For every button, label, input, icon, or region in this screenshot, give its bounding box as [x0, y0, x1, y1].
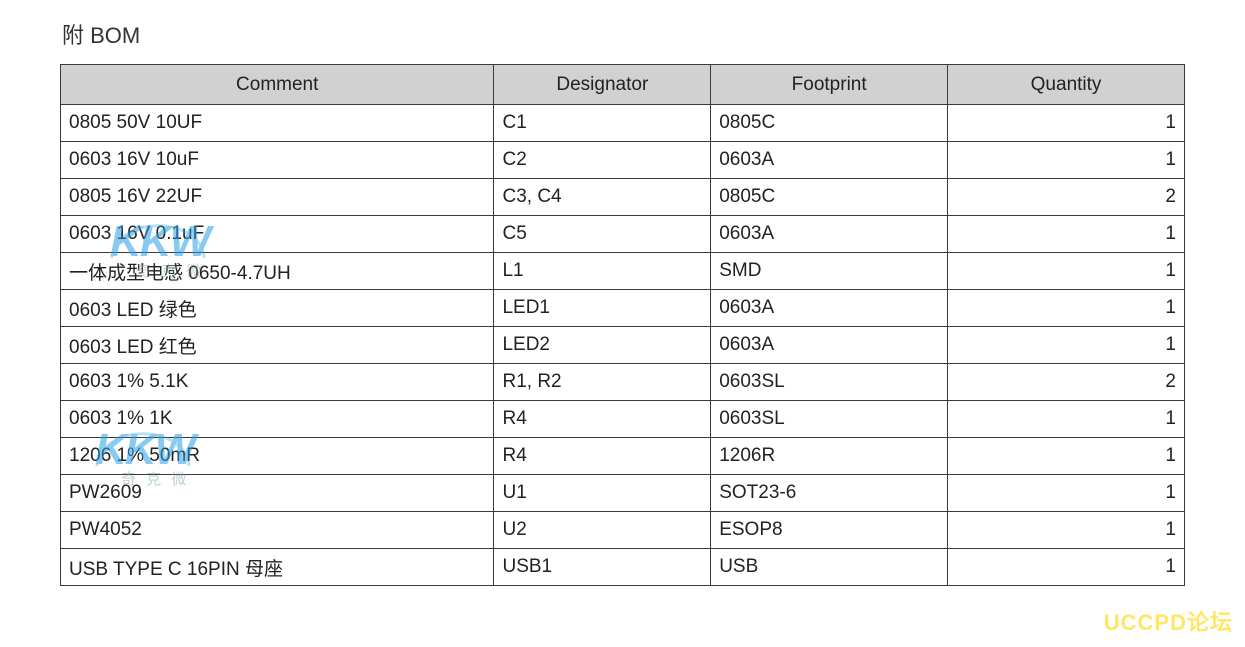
cell-footprint: 0603A	[711, 216, 948, 253]
table-row: 0805 16V 22UFC3, C40805C2	[61, 179, 1185, 216]
cell-designator: C2	[494, 142, 711, 179]
cell-quantity: 1	[948, 549, 1185, 586]
table-row: PW2609U1SOT23-61	[61, 475, 1185, 512]
table-row: 一体成型电感 0650-4.7UHL1SMD1	[61, 253, 1185, 290]
bom-table: Comment Designator Footprint Quantity 08…	[60, 64, 1185, 586]
cell-footprint: USB	[711, 549, 948, 586]
cell-comment: 0603 16V 10uF	[61, 142, 494, 179]
cell-quantity: 1	[948, 438, 1185, 475]
cell-comment: 0603 LED 红色	[61, 327, 494, 364]
cell-footprint: 0603A	[711, 142, 948, 179]
table-row: 0603 1% 5.1KR1, R20603SL2	[61, 364, 1185, 401]
cell-comment: 0603 1% 5.1K	[61, 364, 494, 401]
col-header-footprint: Footprint	[711, 65, 948, 105]
cell-comment: 0603 LED 绿色	[61, 290, 494, 327]
cell-designator: C3, C4	[494, 179, 711, 216]
cell-designator: C1	[494, 105, 711, 142]
cell-comment: 0603 1% 1K	[61, 401, 494, 438]
table-row: 0805 50V 10UFC10805C1	[61, 105, 1185, 142]
table-row: USB TYPE C 16PIN 母座USB1USB1	[61, 549, 1185, 586]
col-header-designator: Designator	[494, 65, 711, 105]
cell-comment: USB TYPE C 16PIN 母座	[61, 549, 494, 586]
cell-quantity: 1	[948, 512, 1185, 549]
cell-comment: 0603 16V 0.1uF	[61, 216, 494, 253]
cell-quantity: 1	[948, 290, 1185, 327]
cell-designator: R1, R2	[494, 364, 711, 401]
cell-designator: U2	[494, 512, 711, 549]
table-row: PW4052U2ESOP81	[61, 512, 1185, 549]
cell-quantity: 2	[948, 364, 1185, 401]
cell-designator: U1	[494, 475, 711, 512]
cell-comment: PW4052	[61, 512, 494, 549]
cell-footprint: SMD	[711, 253, 948, 290]
cell-footprint: SOT23-6	[711, 475, 948, 512]
cell-comment: 0805 50V 10UF	[61, 105, 494, 142]
cell-footprint: 0805C	[711, 179, 948, 216]
cell-quantity: 1	[948, 401, 1185, 438]
cell-designator: C5	[494, 216, 711, 253]
cell-quantity: 1	[948, 475, 1185, 512]
table-header-row: Comment Designator Footprint Quantity	[61, 65, 1185, 105]
cell-footprint: ESOP8	[711, 512, 948, 549]
col-header-quantity: Quantity	[948, 65, 1185, 105]
cell-designator: LED1	[494, 290, 711, 327]
table-row: 0603 16V 0.1uFC50603A1	[61, 216, 1185, 253]
cell-designator: L1	[494, 253, 711, 290]
cell-designator: LED2	[494, 327, 711, 364]
cell-comment: 0805 16V 22UF	[61, 179, 494, 216]
cell-quantity: 1	[948, 216, 1185, 253]
table-row: 0603 LED 绿色LED10603A1	[61, 290, 1185, 327]
cell-comment: PW2609	[61, 475, 494, 512]
cell-designator: USB1	[494, 549, 711, 586]
table-row: 0603 LED 红色LED20603A1	[61, 327, 1185, 364]
cell-designator: R4	[494, 438, 711, 475]
cell-comment: 1206 1% 50mR	[61, 438, 494, 475]
cell-footprint: 0603A	[711, 327, 948, 364]
cell-quantity: 1	[948, 142, 1185, 179]
cell-comment: 一体成型电感 0650-4.7UH	[61, 253, 494, 290]
cell-footprint: 0805C	[711, 105, 948, 142]
cell-quantity: 1	[948, 105, 1185, 142]
page-title: 附 BOM	[62, 18, 1185, 50]
cell-footprint: 0603A	[711, 290, 948, 327]
col-header-comment: Comment	[61, 65, 494, 105]
corner-watermark: UCCPD论坛	[1104, 605, 1233, 637]
cell-quantity: 1	[948, 327, 1185, 364]
cell-designator: R4	[494, 401, 711, 438]
table-row: 0603 16V 10uFC20603A1	[61, 142, 1185, 179]
cell-quantity: 2	[948, 179, 1185, 216]
cell-footprint: 0603SL	[711, 401, 948, 438]
cell-footprint: 1206R	[711, 438, 948, 475]
cell-quantity: 1	[948, 253, 1185, 290]
table-row: 0603 1% 1KR40603SL1	[61, 401, 1185, 438]
cell-footprint: 0603SL	[711, 364, 948, 401]
table-row: 1206 1% 50mRR41206R1	[61, 438, 1185, 475]
